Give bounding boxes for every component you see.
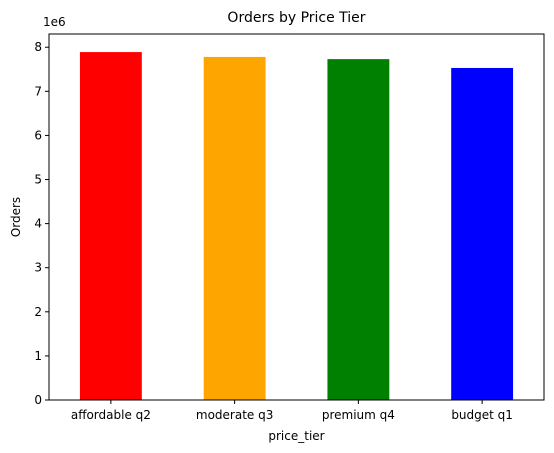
y-tick-label: 7 — [34, 84, 42, 98]
x-axis: affordable q2 moderate q3 premium q4 budget… — [71, 400, 513, 422]
y-tick-label: 8 — [34, 40, 42, 54]
bar-premium-q4 — [327, 59, 390, 400]
y-axis: 0 1 2 3 4 5 6 7 8 — [34, 40, 49, 407]
x-tick-label: premium q4 — [322, 408, 395, 422]
x-tick-label: moderate q3 — [196, 408, 273, 422]
chart-title: Orders by Price Tier — [227, 10, 365, 26]
bar-affordable-q2 — [79, 52, 142, 400]
bars-group — [79, 52, 514, 401]
plot-frame — [48, 33, 545, 401]
bar-moderate-q3 — [203, 56, 266, 401]
y-axis-title: Orders — [9, 197, 23, 237]
y-tick-label: 5 — [34, 173, 42, 187]
x-tick-label: budget q1 — [451, 408, 513, 422]
y-tick-label: 2 — [34, 305, 42, 319]
y-tick-label: 6 — [34, 128, 42, 142]
y-tick-label: 4 — [34, 217, 42, 231]
y-tick-label: 3 — [34, 261, 42, 275]
y-tick-label: 1 — [34, 349, 42, 363]
y-tick-label: 0 — [34, 393, 42, 407]
y-axis-scale-label: 1e6 — [43, 15, 66, 29]
bar-budget-q1 — [451, 67, 514, 400]
x-tick-label: affordable q2 — [71, 408, 151, 422]
x-axis-title: price_tier — [268, 429, 324, 443]
